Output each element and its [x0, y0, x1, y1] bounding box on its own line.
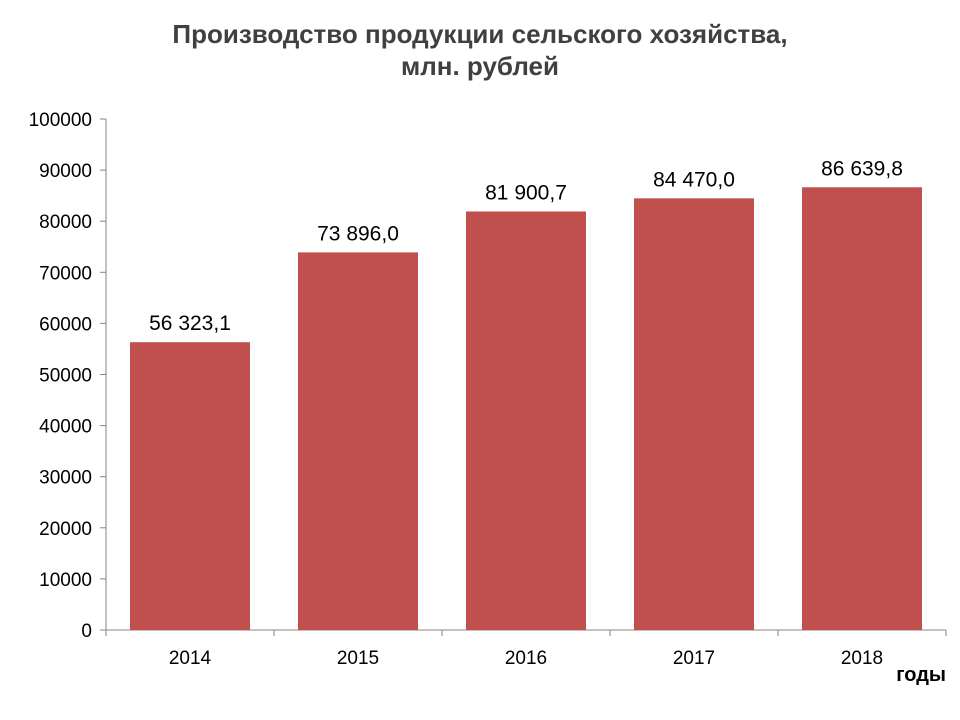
- bar-2018: [802, 187, 922, 630]
- x-tick-label-2017: 2017: [673, 648, 715, 669]
- bar-2014: [130, 342, 250, 630]
- data-label-2017: 84 470,0: [653, 168, 735, 191]
- x-axis-label: годы: [896, 664, 946, 686]
- y-tick-label: 0: [81, 621, 92, 642]
- bar-2016: [466, 211, 586, 630]
- bar-2017: [634, 198, 754, 630]
- x-tick-label-2014: 2014: [169, 648, 212, 669]
- y-tick-label: 50000: [39, 366, 92, 387]
- bar-2015: [298, 252, 418, 631]
- x-tick-label-2016: 2016: [505, 648, 547, 669]
- y-tick-label: 70000: [39, 263, 92, 284]
- data-label-2016: 81 900,7: [485, 181, 567, 204]
- y-tick-label: 30000: [39, 468, 92, 489]
- data-label-2015: 73 896,0: [317, 222, 399, 245]
- data-label-2018: 86 639,8: [821, 157, 903, 180]
- chart-title-line-1: Производство продукции сельского хозяйст…: [172, 19, 788, 49]
- y-tick-label: 10000: [39, 570, 92, 591]
- chart-title: Производство продукции сельского хозяйст…: [0, 18, 960, 82]
- y-tick-label: 80000: [39, 212, 92, 233]
- y-tick-label: 100000: [29, 110, 92, 131]
- x-tick-label-2018: 2018: [841, 648, 883, 669]
- chart-title-line-2: млн. рублей: [401, 51, 559, 81]
- y-tick-label: 60000: [39, 314, 92, 335]
- y-tick-label: 20000: [39, 519, 92, 540]
- x-tick-label-2015: 2015: [337, 648, 379, 669]
- data-label-2014: 56 323,1: [149, 312, 231, 335]
- y-tick-label: 40000: [39, 417, 92, 438]
- y-tick-label: 90000: [39, 161, 92, 182]
